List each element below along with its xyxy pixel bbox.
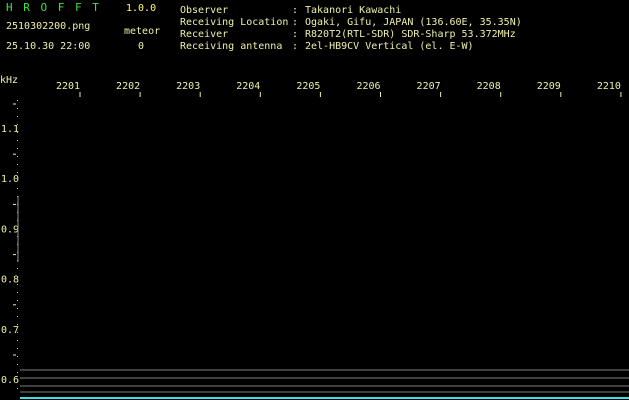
edge-dot — [17, 100, 18, 101]
edge-dot — [17, 140, 18, 141]
app-name: H R O F F T — [6, 1, 101, 14]
info-value: Ogaki, Gifu, JAPAN (136.60E, 35.35N) — [305, 17, 522, 28]
edge-dot — [17, 316, 18, 317]
x-label: 2202 — [116, 81, 140, 92]
counter-value: 0 — [138, 41, 144, 52]
info-label: Receiving antenna — [180, 41, 282, 52]
edge-dot — [17, 108, 18, 109]
edge-dot — [17, 276, 18, 277]
edge-dot — [17, 332, 18, 333]
x-label: 2203 — [176, 81, 200, 92]
app-version: 1.0.0 — [126, 3, 156, 14]
y-label: 0.9 — [1, 224, 19, 235]
x-label: 2206 — [356, 81, 380, 92]
counter-label: meteor — [124, 26, 160, 37]
info-separator: : — [292, 5, 298, 16]
file-name: 2510302200.png — [6, 21, 90, 32]
edge-dot — [17, 348, 18, 349]
info-label: Observer — [180, 5, 228, 16]
y-label: 0.6 — [1, 375, 19, 386]
x-label: 2208 — [477, 81, 501, 92]
unit-label: kHz — [0, 75, 18, 86]
info-separator: : — [292, 29, 298, 40]
edge-dot — [17, 148, 18, 149]
edge-dot — [17, 284, 18, 285]
info-value: Takanori Kawachi — [305, 5, 401, 16]
info-value: R820T2(RTL-SDR) SDR-Sharp 53.372MHz — [305, 29, 516, 40]
x-label: 2201 — [56, 81, 80, 92]
datetime: 25.10.30 22:00 — [6, 41, 90, 52]
info-value: 2el-HB9CV Vertical (el. E-W) — [305, 41, 474, 52]
x-label: 2207 — [417, 81, 441, 92]
edge-dot — [17, 188, 18, 189]
x-label: 2210 — [597, 81, 621, 92]
x-label: 2209 — [537, 81, 561, 92]
edge-dot — [17, 340, 18, 341]
edge-dot — [17, 308, 18, 309]
info-label: Receiver — [180, 29, 228, 40]
edge-dot — [17, 300, 18, 301]
x-label: 2205 — [296, 81, 320, 92]
edge-dot — [17, 268, 18, 269]
info-label: Receiving Location — [180, 17, 288, 28]
x-label: 2204 — [236, 81, 260, 92]
edge-dot — [17, 164, 18, 165]
edge-dot — [17, 388, 18, 389]
edge-dot — [17, 124, 18, 125]
edge-dot — [17, 324, 18, 325]
edge-dot — [17, 292, 18, 293]
y-label: 1.1 — [1, 124, 19, 135]
edge-dot — [17, 372, 18, 373]
info-separator: : — [292, 17, 298, 28]
edge-dot — [17, 156, 18, 157]
edge-dot — [17, 364, 18, 365]
y-label: 0.8 — [1, 275, 19, 286]
edge-dot — [17, 116, 18, 117]
y-label: 1.0 — [1, 174, 19, 185]
edge-dot — [17, 172, 18, 173]
y-label: 0.7 — [1, 325, 19, 336]
edge-dot — [17, 356, 18, 357]
info-separator: : — [292, 41, 298, 52]
edge-dot — [17, 132, 18, 133]
edge-dot — [17, 180, 18, 181]
edge-dot — [17, 380, 18, 381]
